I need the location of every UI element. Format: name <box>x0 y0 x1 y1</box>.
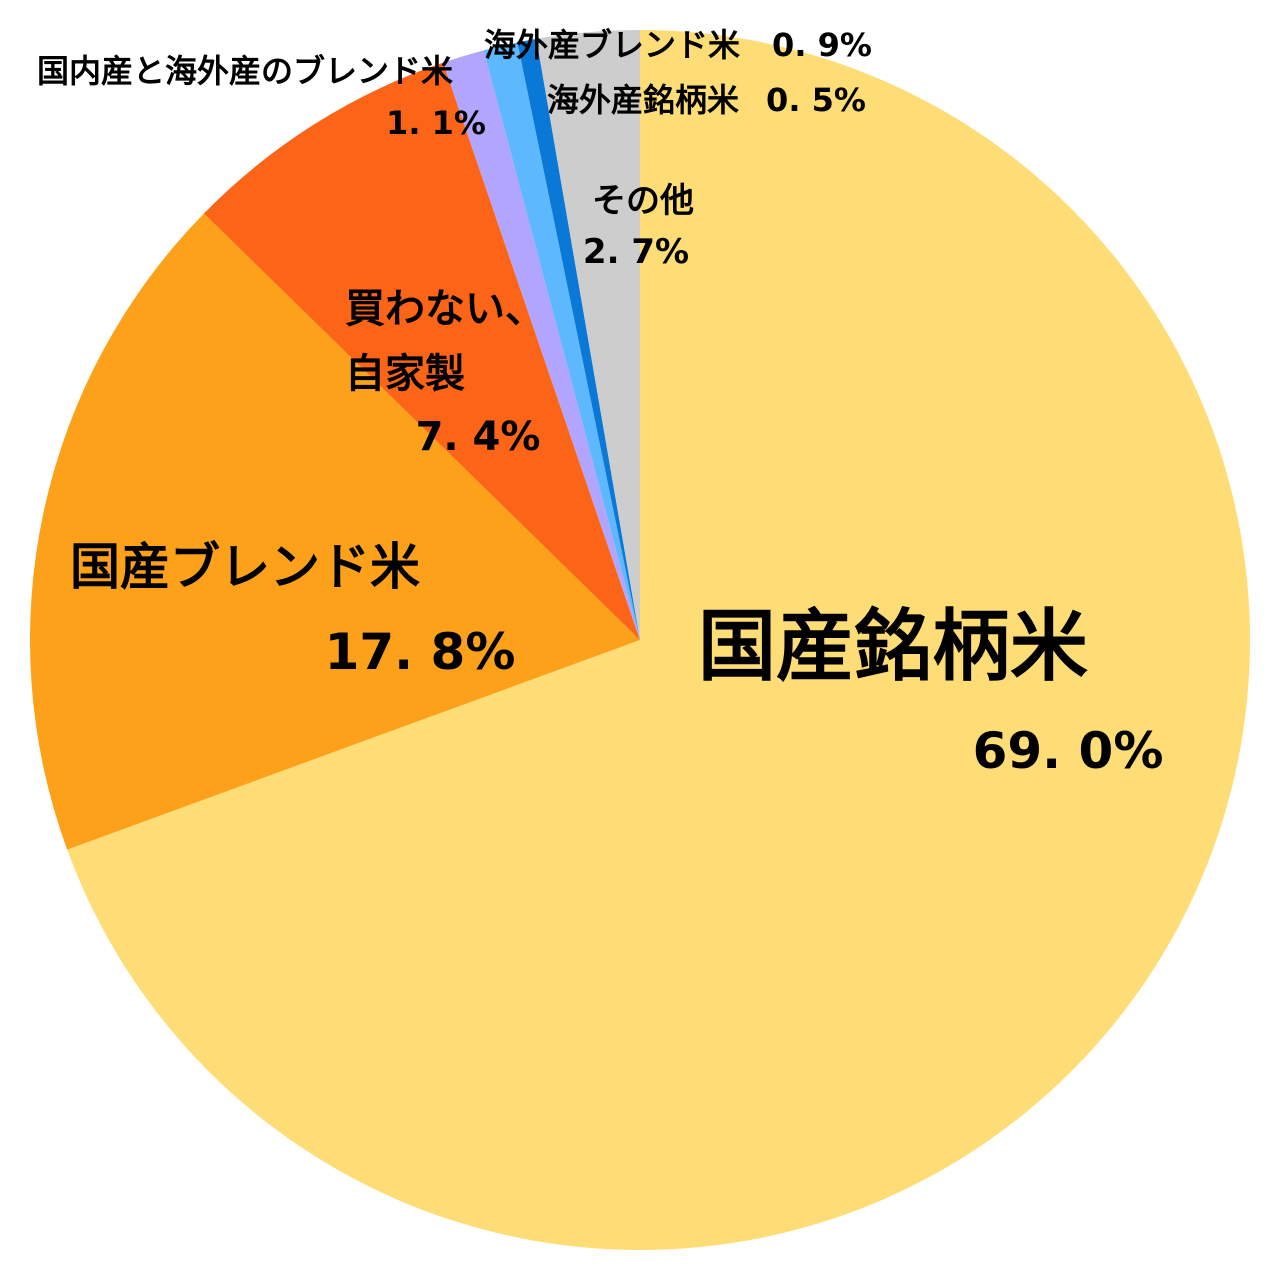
slice-label-not-buy-line2: 自家製 <box>345 351 465 397</box>
slice-value-domestic-blend-rice: 17. 8% <box>325 623 516 681</box>
slice-label-mixed-blend-rice: 国内産と海外産のブレンド米 <box>37 52 453 90</box>
slice-value-foreign-brand-rice: 0. 5% <box>766 81 866 119</box>
slice-domestic-brand-rice <box>67 30 1251 1250</box>
slice-other <box>536 30 640 640</box>
slice-domestic-blend-rice <box>29 213 641 850</box>
slice-value-not-buy: 7. 4% <box>416 414 541 460</box>
slice-label-other: その他 <box>592 181 694 221</box>
slice-mixed-blend-rice <box>443 50 640 641</box>
slice-label-domestic-blend-rice: 国産ブレンド米 <box>70 538 420 596</box>
slice-foreign-brand-rice <box>517 38 640 641</box>
slice-value-other: 2. 7% <box>583 232 689 272</box>
slice-label-not-buy-line1: 買わない、 <box>345 286 545 332</box>
slice-label-foreign-blend-rice: 海外産ブレンド米 <box>484 26 740 64</box>
slice-label-foreign-brand-rice: 海外産銘柄米 <box>547 81 739 119</box>
slice-value-foreign-blend-rice: 0. 9% <box>772 26 872 64</box>
pie-slices <box>29 30 1251 1250</box>
slice-not-buy <box>203 62 640 640</box>
slice-value-mixed-blend-rice: 1. 1% <box>386 104 486 142</box>
slice-label-domestic-brand-rice: 国産銘柄米 <box>698 602 1088 692</box>
slice-foreign-blend-rice <box>483 42 640 641</box>
slice-value-domestic-brand-rice: 69. 0% <box>973 722 1164 780</box>
